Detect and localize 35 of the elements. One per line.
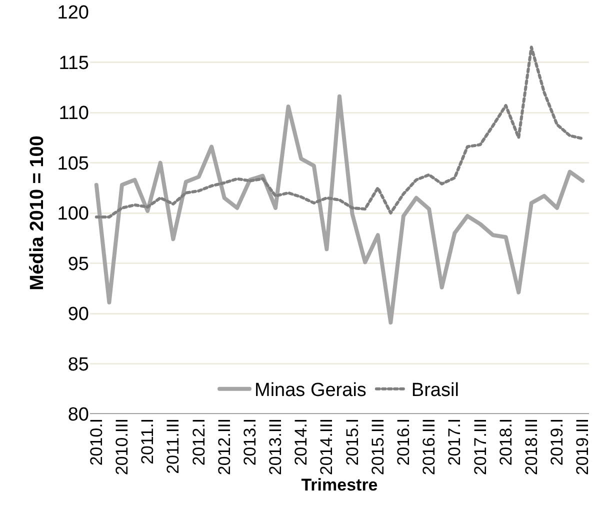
x-tick-label: 2014.I xyxy=(292,418,311,466)
x-tick-label: 2018.I xyxy=(496,418,516,466)
x-tick-label: 2019.I xyxy=(548,418,567,466)
x-tick-label: 2019.III xyxy=(573,418,592,476)
x-tick-label: 2016.III xyxy=(420,418,439,476)
x-tick-label: 2013.I xyxy=(240,418,260,466)
line-series xyxy=(94,94,585,325)
x-tick-label: 2017.III xyxy=(470,418,490,476)
y-tick-label: 90 xyxy=(68,304,89,326)
x-tick-label: 2017.I xyxy=(445,418,464,466)
y-tick-label: 95 xyxy=(68,254,89,275)
x-tick-label: 2015.I xyxy=(342,418,362,466)
x-tick-label: 2014.III xyxy=(317,418,336,476)
x-tick-label: 2013.III xyxy=(266,418,286,476)
x-tick-label: 2011.III xyxy=(164,418,183,474)
y-tick-label: 80 xyxy=(68,404,89,426)
x-tick-label: 2012.I xyxy=(189,418,208,466)
y-tick-label: 120 xyxy=(57,2,89,24)
legend-label: Minas Gerais xyxy=(254,380,366,402)
x-axis-title: Trimestre xyxy=(301,476,378,495)
y-tick-label: 115 xyxy=(58,52,89,74)
x-tick-label: 2012.III xyxy=(214,418,234,476)
x-tick-label: 2011.I xyxy=(138,418,158,464)
y-tick-label: 85 xyxy=(68,354,89,376)
y-axis-title: Média 2010 = 100 xyxy=(27,136,48,290)
legend-label: Brasil xyxy=(411,380,459,402)
x-tick-label: 2015.III xyxy=(368,418,388,476)
y-tick-label: 105 xyxy=(57,153,89,174)
x-tick-label: 2016.I xyxy=(394,418,413,466)
y-tick-label: 110 xyxy=(58,103,89,124)
y-tick-label: 100 xyxy=(57,204,89,225)
line-series xyxy=(94,46,584,219)
x-tick-label: 2010.III xyxy=(112,418,132,476)
x-tick-label: 2010.I xyxy=(86,418,106,466)
x-tick-label: 2018.III xyxy=(522,418,541,476)
